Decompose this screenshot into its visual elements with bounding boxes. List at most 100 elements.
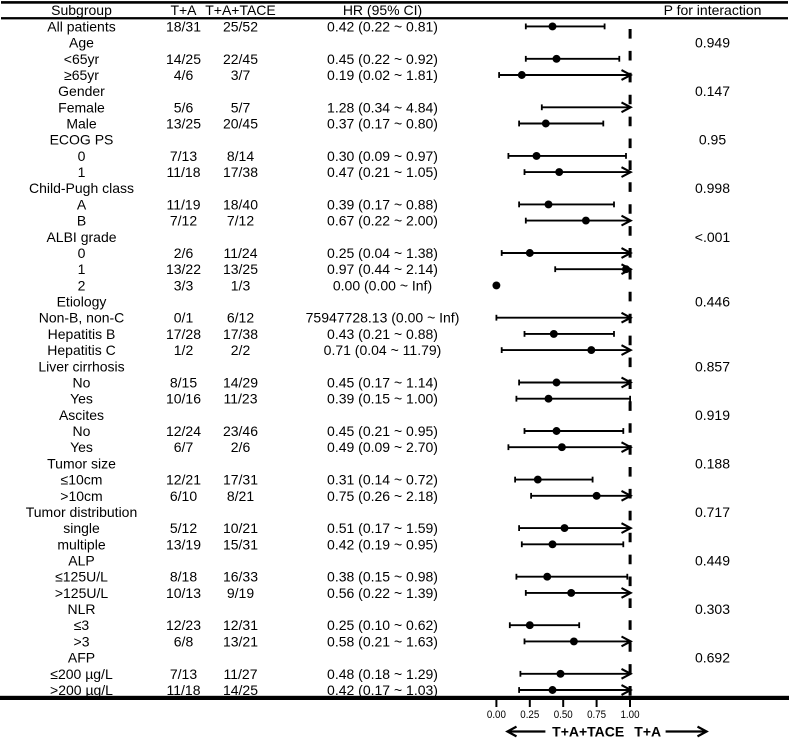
- svg-text:10/21: 10/21: [223, 520, 258, 536]
- svg-text:Male: Male: [66, 116, 97, 132]
- svg-text:8/15: 8/15: [170, 375, 197, 391]
- svg-text:0.71 (0.04 ~ 11.79): 0.71 (0.04 ~ 11.79): [324, 342, 442, 358]
- svg-text:12/24: 12/24: [166, 423, 201, 439]
- svg-text:0.97 (0.44 ~ 2.14): 0.97 (0.44 ~ 2.14): [327, 261, 438, 277]
- svg-text:13/25: 13/25: [166, 116, 201, 132]
- svg-text:18/31: 18/31: [166, 18, 201, 34]
- svg-text:0.949: 0.949: [695, 35, 730, 51]
- svg-text:0.25: 0.25: [520, 709, 539, 721]
- svg-text:Yes: Yes: [70, 439, 93, 455]
- svg-text:Yes: Yes: [70, 391, 93, 407]
- svg-text:T+A: T+A: [634, 724, 661, 740]
- svg-text:1/3: 1/3: [231, 277, 251, 293]
- svg-text:17/38: 17/38: [223, 326, 258, 342]
- svg-text:7/12: 7/12: [170, 213, 197, 229]
- svg-text:0.19 (0.02 ~ 1.81): 0.19 (0.02 ~ 1.81): [327, 67, 438, 83]
- svg-text:7/12: 7/12: [227, 213, 254, 229]
- svg-text:12/31: 12/31: [223, 617, 258, 633]
- svg-text:0.857: 0.857: [695, 358, 730, 374]
- svg-text:0.717: 0.717: [695, 504, 730, 520]
- svg-text:15/31: 15/31: [223, 536, 258, 552]
- svg-text:0.95: 0.95: [699, 132, 726, 148]
- svg-text:T+A+TACE: T+A+TACE: [552, 724, 624, 740]
- svg-text:0/1: 0/1: [174, 310, 194, 326]
- svg-text:0.50: 0.50: [554, 709, 573, 721]
- svg-text:multiple: multiple: [57, 536, 105, 552]
- svg-text:0.25 (0.04 ~ 1.38): 0.25 (0.04 ~ 1.38): [327, 245, 438, 261]
- svg-text:17/38: 17/38: [223, 164, 258, 180]
- svg-text:ALP: ALP: [68, 553, 94, 569]
- svg-text:1: 1: [78, 261, 86, 277]
- svg-text:14/25: 14/25: [223, 682, 258, 698]
- svg-text:5/7: 5/7: [231, 99, 251, 115]
- svg-text:0.43 (0.21 ~ 0.88): 0.43 (0.21 ~ 0.88): [327, 326, 438, 342]
- svg-text:14/29: 14/29: [223, 375, 258, 391]
- svg-text:18/40: 18/40: [223, 196, 258, 212]
- svg-text:Ascites: Ascites: [59, 407, 104, 423]
- svg-text:0.42 (0.22 ~ 0.81): 0.42 (0.22 ~ 0.81): [327, 18, 438, 34]
- svg-text:≤3: ≤3: [74, 617, 90, 633]
- svg-text:0.919: 0.919: [695, 407, 730, 423]
- svg-text:0.39 (0.17 ~ 0.88): 0.39 (0.17 ~ 0.88): [327, 196, 438, 212]
- svg-text:9/19: 9/19: [227, 585, 254, 601]
- svg-text:8/21: 8/21: [227, 488, 254, 504]
- svg-text:1.00: 1.00: [621, 709, 640, 721]
- svg-text:2/6: 2/6: [174, 245, 194, 261]
- svg-text:13/21: 13/21: [223, 633, 258, 649]
- svg-text:2/2: 2/2: [231, 342, 251, 358]
- svg-text:T+A: T+A: [170, 2, 197, 18]
- svg-text:0.38 (0.15 ~ 0.98): 0.38 (0.15 ~ 0.98): [327, 569, 438, 585]
- svg-text:5/6: 5/6: [174, 99, 194, 115]
- svg-text:Tumor distribution: Tumor distribution: [26, 504, 138, 520]
- svg-text:P for interaction: P for interaction: [664, 2, 762, 18]
- svg-text:0.449: 0.449: [695, 553, 730, 569]
- svg-text:20/45: 20/45: [223, 116, 258, 132]
- svg-text:0.37 (0.17 ~ 0.80): 0.37 (0.17 ~ 0.80): [327, 116, 438, 132]
- svg-text:0.48 (0.18 ~ 1.29): 0.48 (0.18 ~ 1.29): [327, 666, 438, 682]
- svg-text:>3: >3: [74, 633, 90, 649]
- svg-text:6/10: 6/10: [170, 488, 197, 504]
- svg-text:0.42 (0.17 ~ 1.03): 0.42 (0.17 ~ 1.03): [327, 682, 438, 698]
- svg-text:>200 µg/L: >200 µg/L: [50, 682, 113, 698]
- svg-text:0.51 (0.17 ~ 1.59): 0.51 (0.17 ~ 1.59): [327, 520, 438, 536]
- svg-text:11/18: 11/18: [167, 164, 201, 180]
- svg-text:10/13: 10/13: [166, 585, 201, 601]
- svg-text:<65yr: <65yr: [64, 51, 100, 67]
- svg-text:ECOG PS: ECOG PS: [50, 132, 114, 148]
- svg-text:1/2: 1/2: [174, 342, 194, 358]
- svg-text:≤10cm: ≤10cm: [61, 472, 103, 488]
- svg-text:Hepatitis C: Hepatitis C: [47, 342, 115, 358]
- svg-text:3/7: 3/7: [231, 67, 251, 83]
- svg-text:0.31 (0.14 ~ 0.72): 0.31 (0.14 ~ 0.72): [327, 472, 438, 488]
- svg-text:Non-B, non-C: Non-B, non-C: [39, 310, 125, 326]
- svg-text:14/25: 14/25: [166, 51, 201, 67]
- svg-text:0: 0: [78, 245, 86, 261]
- svg-text:HR (95% CI): HR (95% CI): [343, 2, 422, 18]
- svg-text:AFP: AFP: [68, 650, 95, 666]
- svg-text:13/25: 13/25: [223, 261, 258, 277]
- svg-text:2: 2: [78, 277, 86, 293]
- svg-text:0.188: 0.188: [695, 455, 730, 471]
- svg-text:5/12: 5/12: [170, 520, 197, 536]
- svg-text:0: 0: [78, 148, 86, 164]
- svg-text:No: No: [73, 423, 91, 439]
- svg-text:Hepatitis B: Hepatitis B: [48, 326, 116, 342]
- svg-text:Age: Age: [69, 35, 94, 51]
- svg-text:0.692: 0.692: [695, 650, 730, 666]
- svg-text:0.49 (0.09 ~ 2.70): 0.49 (0.09 ~ 2.70): [327, 439, 438, 455]
- svg-text:0.75: 0.75: [587, 709, 606, 721]
- svg-text:B: B: [77, 213, 86, 229]
- svg-text:11/19: 11/19: [167, 196, 201, 212]
- svg-text:0.25 (0.10 ~ 0.62): 0.25 (0.10 ~ 0.62): [327, 617, 438, 633]
- svg-text:11/18: 11/18: [167, 682, 201, 698]
- svg-text:≤125U/L: ≤125U/L: [55, 569, 108, 585]
- svg-text:7/13: 7/13: [170, 666, 197, 682]
- svg-text:0.58 (0.21 ~ 1.63): 0.58 (0.21 ~ 1.63): [327, 633, 438, 649]
- svg-text:0.147: 0.147: [695, 83, 730, 99]
- svg-text:6/12: 6/12: [227, 310, 254, 326]
- svg-text:1: 1: [78, 164, 86, 180]
- svg-text:0.00: 0.00: [487, 709, 506, 721]
- svg-text:17/28: 17/28: [166, 326, 201, 342]
- svg-text:Tumor size: Tumor size: [47, 455, 116, 471]
- svg-text:0.45 (0.17 ~ 1.14): 0.45 (0.17 ~ 1.14): [327, 375, 438, 391]
